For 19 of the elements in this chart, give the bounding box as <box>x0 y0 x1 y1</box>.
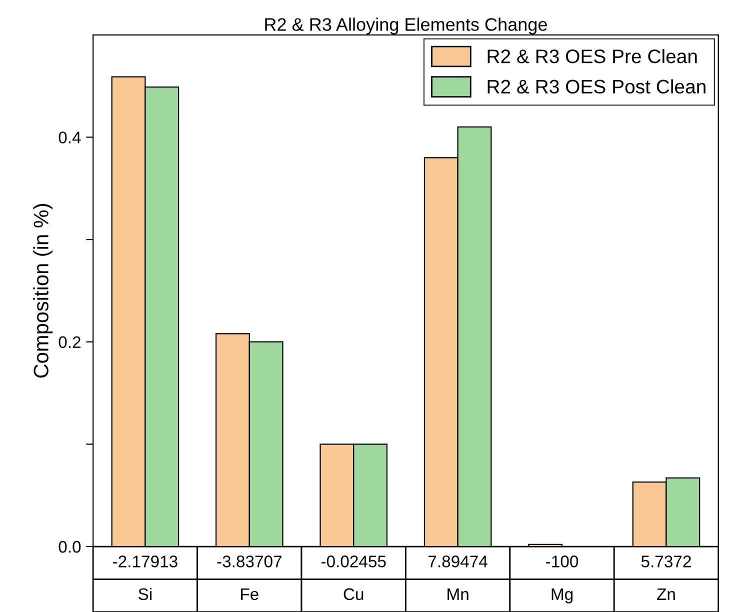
x-tick-label: Cu <box>344 588 364 600</box>
x-tick-label: Zn <box>657 588 675 600</box>
text: -100 <box>546 556 578 568</box>
x-tick-label: Mg <box>552 588 573 604</box>
text: 7.89474 <box>428 556 488 568</box>
x-tick-label: Mn <box>448 588 468 600</box>
x-tick-label: Fe <box>241 588 258 600</box>
chart-title: R2 & R3 Alloying Elements Change <box>265 18 547 34</box>
legend-label: R2 & R3 OES Pre Clean <box>488 48 697 64</box>
y-tick-label: 0.4 <box>58 132 81 144</box>
y-tick-label: 0.2 <box>58 336 80 348</box>
y-axis-title: Composition (in %) <box>33 204 53 378</box>
text: -0.02455 <box>321 556 386 568</box>
text: 5.7372 <box>641 556 691 568</box>
text: -2.17913 <box>113 556 178 568</box>
y-tick-label: 0.0 <box>58 540 81 553</box>
x-tick-label: Si <box>138 588 152 600</box>
legend-label: R2 & R3 OES Post Clean <box>488 79 706 94</box>
text: -3.83707 <box>217 556 282 568</box>
